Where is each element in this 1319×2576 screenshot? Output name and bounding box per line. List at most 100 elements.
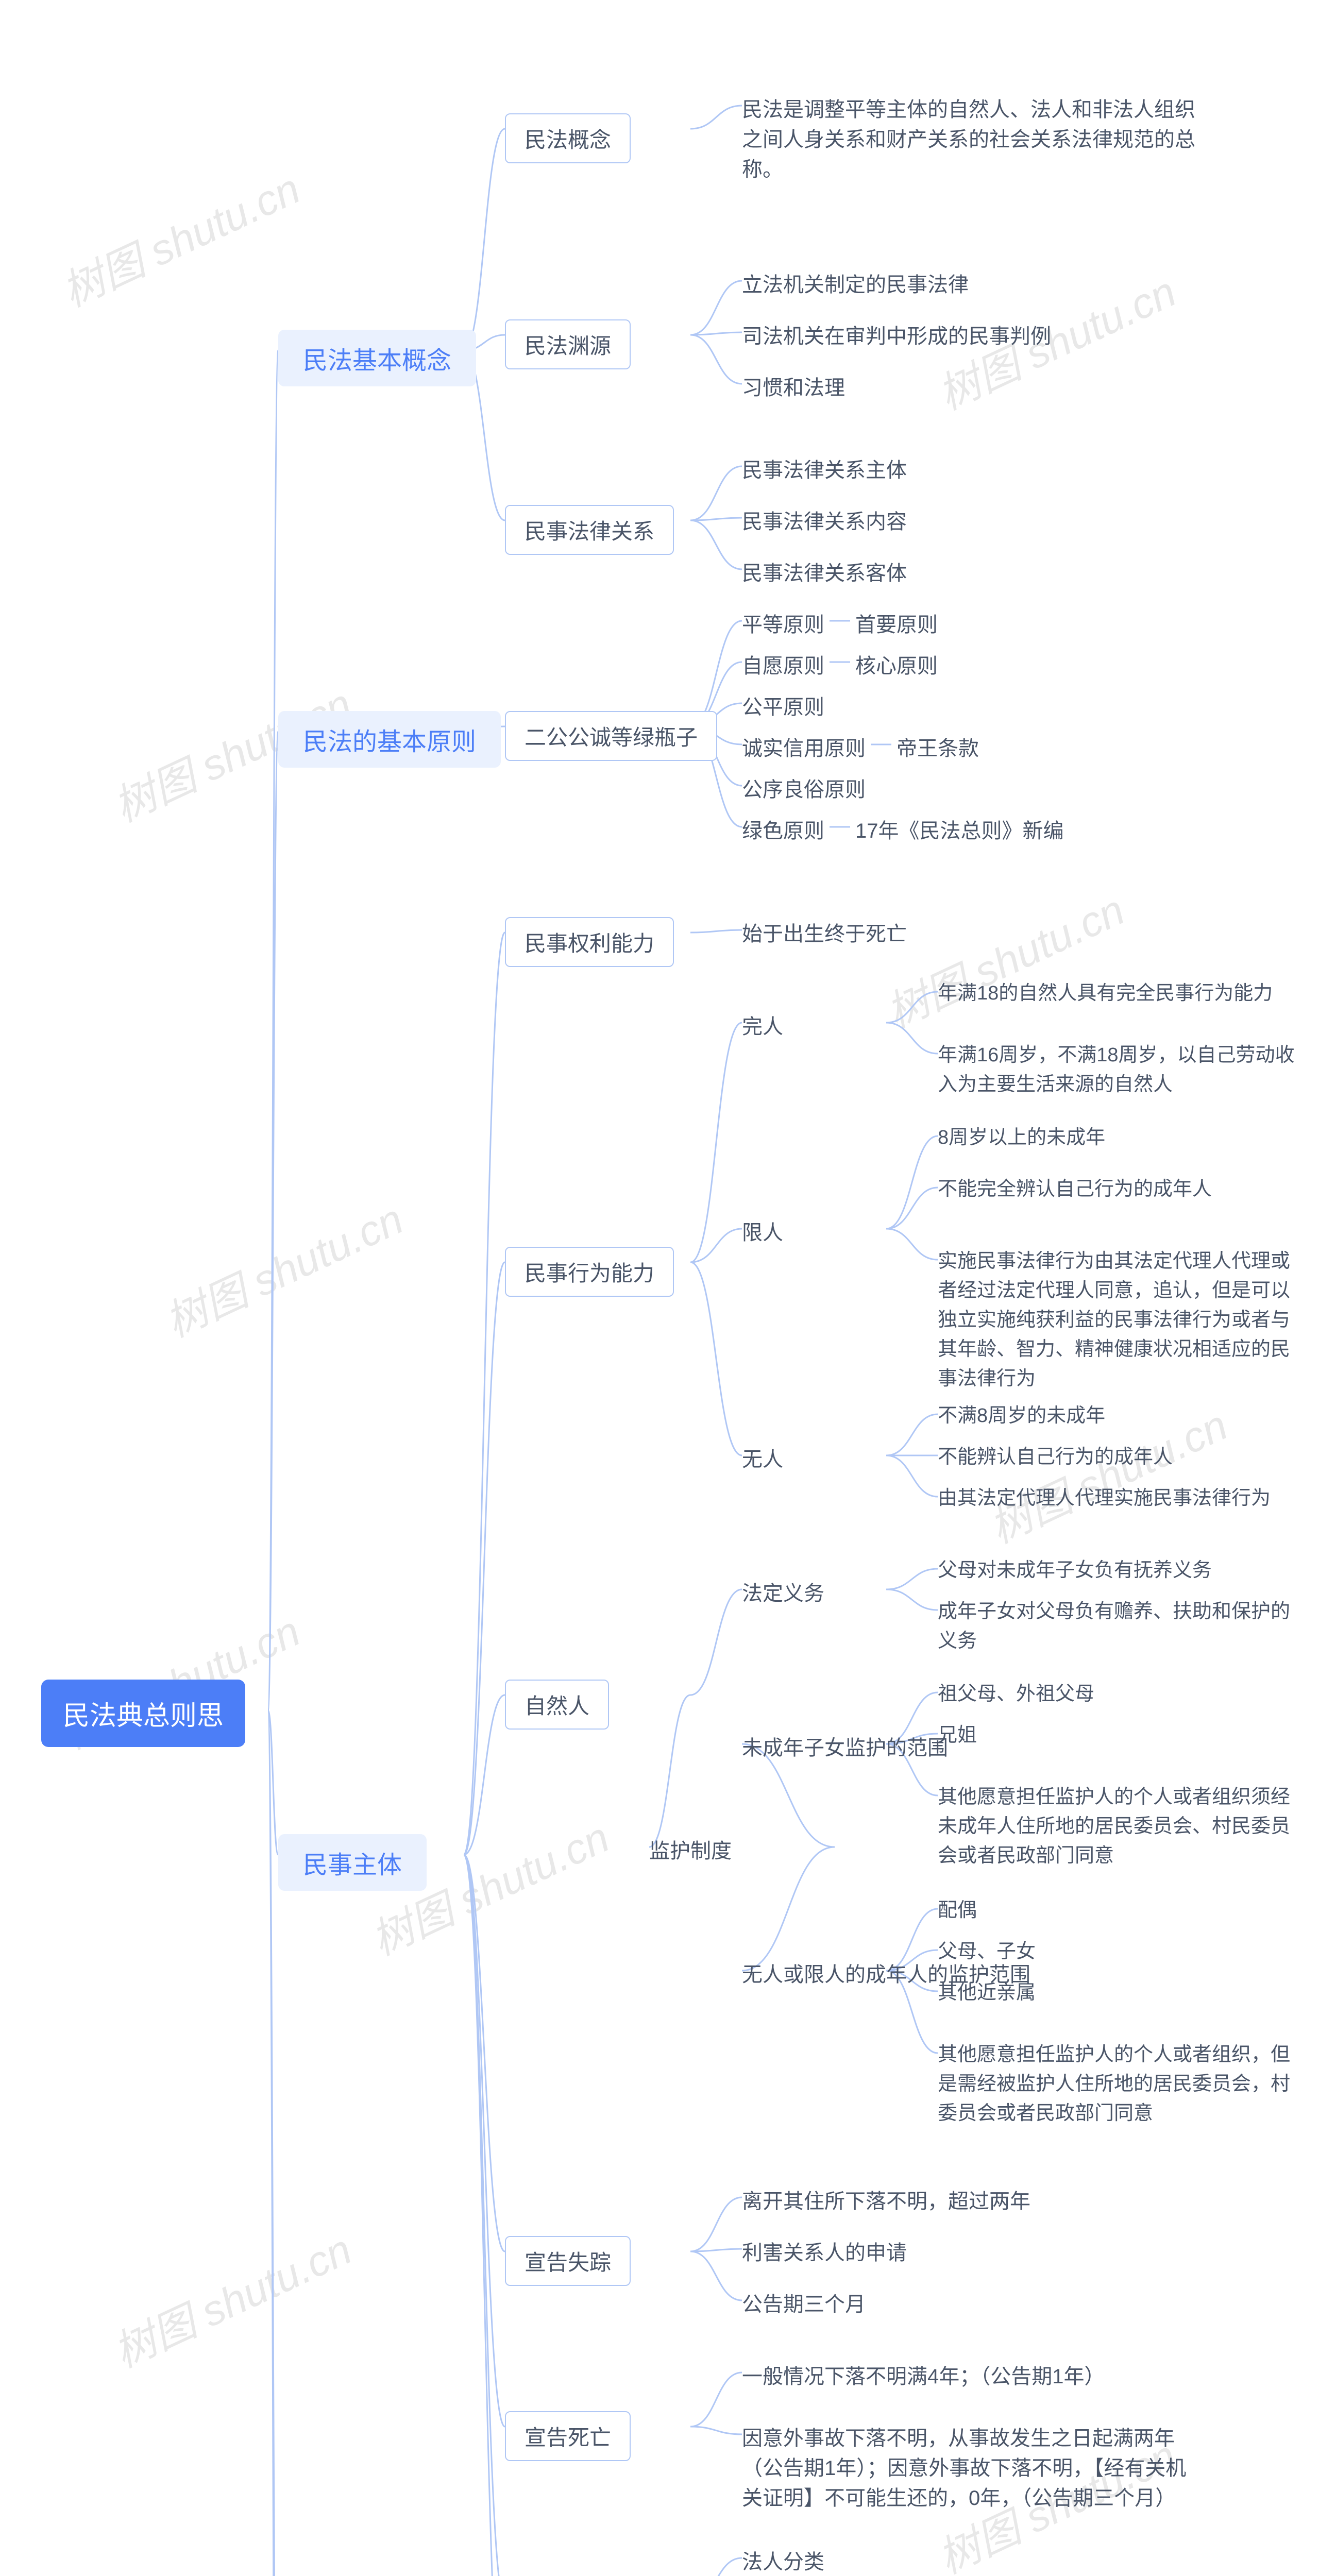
l4-node[interactable]: 由其法定代理人代理实施民事法律行为: [938, 1484, 1271, 1513]
l1-basic-concepts[interactable]: 民法基本概念: [278, 330, 476, 386]
l4-node[interactable]: 成年子女对父母负有赡养、扶助和保护的义务: [938, 1597, 1298, 1656]
l2-sources[interactable]: 民法渊源: [505, 319, 631, 369]
l4-node[interactable]: 年满16周岁，不满18周岁，以自己劳动收入为主要生活来源的自然人: [938, 1041, 1298, 1099]
l4-label: 祖父母、外祖父母: [938, 1680, 1094, 1709]
l3-node[interactable]: 诚实信用原则 帝王条款: [742, 732, 979, 761]
l3-node[interactable]: 公序良俗原则: [742, 773, 866, 803]
l3-label: 平等原则: [742, 608, 824, 638]
l3-node[interactable]: 公告期三个月: [742, 2287, 866, 2317]
l4-label: 年满18的自然人具有完全民事行为能力: [938, 979, 1273, 1008]
l3-label: 无人: [742, 1443, 783, 1472]
l2-label: 宣告失踪: [505, 2236, 631, 2286]
l4-label: 父母对未成年子女负有抚养义务: [938, 1556, 1212, 1585]
l3-label: 公序良俗原则: [742, 773, 866, 803]
l4-node[interactable]: 不能辨认自己行为的成年人: [938, 1443, 1173, 1472]
l4-label: 不能辨认自己行为的成年人: [938, 1443, 1173, 1472]
l1-label: 民法基本概念: [278, 330, 476, 386]
l3-label: 自愿原则: [742, 649, 824, 679]
l2-label: 自然人: [505, 1680, 609, 1730]
l2-civil-relation[interactable]: 民事法律关系: [505, 505, 674, 555]
l3-node[interactable]: 利害关系人的申请: [742, 2236, 907, 2266]
l4-label: 成年子女对父母负有赡养、扶助和保护的义务: [938, 1597, 1298, 1656]
l2-def-civil-law[interactable]: 民法概念: [505, 113, 631, 163]
l2-declare-missing[interactable]: 宣告失踪: [505, 2236, 631, 2286]
l2-label: 二公公诚等绿瓶子: [505, 711, 717, 761]
l3-node[interactable]: 一般情况下落不明满4年；（公告期1年）: [742, 2360, 1105, 2389]
l3-label: 民事法律关系客体: [742, 556, 907, 586]
l3-label: 一般情况下落不明满4年；（公告期1年）: [742, 2360, 1105, 2389]
l3-label: 民事法律关系主体: [742, 453, 907, 483]
l3-node[interactable]: 始于出生终于死亡: [742, 917, 907, 947]
l3-label: 司法机关在审判中形成的民事判例: [742, 319, 1051, 349]
l3-node[interactable]: 法人分类: [742, 2545, 824, 2575]
l1-basic-principles[interactable]: 民法的基本原则: [278, 711, 501, 768]
l3-label: 公平原则: [742, 690, 824, 720]
l3-node[interactable]: 法定义务: [742, 1577, 824, 1606]
l4-node[interactable]: 实施民事法律行为由其法定代理人代理或者经过法定代理人同意，追认，但是可以独立实施…: [938, 1247, 1298, 1394]
l4-node[interactable]: 年满18的自然人具有完全民事行为能力: [938, 979, 1273, 1008]
l4-label: 实施民事法律行为由其法定代理人代理或者经过法定代理人同意，追认，但是可以独立实施…: [938, 1247, 1298, 1394]
l3-label: 习惯和法理: [742, 371, 845, 401]
l3-label: 离开其住所下落不明，超过两年: [742, 2184, 1030, 2214]
l4-node[interactable]: 父母对未成年子女负有抚养义务: [938, 1556, 1212, 1585]
l3-node[interactable]: 民事法律关系客体: [742, 556, 907, 586]
l3-node[interactable]: 未成年子女监护的范围: [742, 1731, 948, 1761]
l3-label: 立法机关制定的民事法律: [742, 268, 969, 298]
l2-natural-person[interactable]: 自然人: [505, 1680, 609, 1730]
root-node[interactable]: 民法典总则思: [41, 1680, 245, 1747]
l3-node[interactable]: 公平原则: [742, 690, 824, 720]
watermark: 树图 shutu.cn: [154, 1185, 412, 1349]
l4-label: 由其法定代理人代理实施民事法律行为: [938, 1484, 1271, 1513]
l4-node[interactable]: 其他愿意担任监护人的个人或者组织，但是需经被监护人住所地的居民委员会，村委员会或…: [938, 2040, 1298, 2128]
l3-label: 诚实信用原则: [742, 732, 866, 761]
l4-node[interactable]: 兄姐: [938, 1721, 977, 1750]
l3-node[interactable]: 立法机关制定的民事法律: [742, 268, 969, 298]
l2-declare-death[interactable]: 宣告死亡: [505, 2411, 631, 2461]
l3-label: 始于出生终于死亡: [742, 917, 907, 947]
l4-label: 父母、子女: [938, 1937, 1036, 1967]
l2-rights-capacity[interactable]: 民事权利能力: [505, 917, 674, 967]
l3-node[interactable]: 民法是调整平等主体的自然人、法人和非法人组织之间人身关系和财产关系的社会关系法律…: [742, 93, 1206, 182]
l3-note: 17年《民法总则》新编: [855, 814, 1064, 844]
l3-node[interactable]: 监护制度: [649, 1834, 732, 1864]
l2-label: 民事法律关系: [505, 505, 674, 555]
l3-note: 帝王条款: [897, 732, 979, 761]
l3-label: 限人: [742, 1216, 783, 1246]
l4-label: 8周岁以上的未成年: [938, 1123, 1105, 1153]
l3-node[interactable]: 无人: [742, 1443, 783, 1472]
l2-two-public[interactable]: 二公公诚等绿瓶子: [505, 711, 717, 761]
watermark: 树图 shutu.cn: [50, 155, 309, 319]
l4-node[interactable]: 不能完全辨认自己行为的成年人: [938, 1175, 1212, 1204]
l4-node[interactable]: 父母、子女: [938, 1937, 1036, 1967]
l3-node[interactable]: 完人: [742, 1010, 783, 1040]
l2-label: 民事权利能力: [505, 917, 674, 967]
l3-node[interactable]: 平等原则首要原则: [742, 608, 938, 638]
l3-label: 完人: [742, 1010, 783, 1040]
l3-label: 利害关系人的申请: [742, 2236, 907, 2266]
l2-label: 宣告死亡: [505, 2411, 631, 2461]
l3-node[interactable]: 司法机关在审判中形成的民事判例: [742, 319, 1051, 349]
l4-label: 不满8周岁的未成年: [938, 1401, 1105, 1431]
l3-label: 未成年子女监护的范围: [742, 1731, 948, 1761]
l4-node[interactable]: 祖父母、外祖父母: [938, 1680, 1094, 1709]
l1-civil-subjects[interactable]: 民事主体: [278, 1834, 427, 1891]
l3-node[interactable]: 自愿原则核心原则: [742, 649, 938, 679]
l2-conduct-capacity[interactable]: 民事行为能力: [505, 1247, 674, 1297]
l3-node[interactable]: 绿色原则 17年《民法总则》新编: [742, 814, 1064, 844]
l1-label: 民法的基本原则: [278, 711, 501, 768]
l3-node[interactable]: 因意外事故下落不明，从事故发生之日起满两年（公告期1年）；因意外事故下落不明，【…: [742, 2421, 1206, 2511]
l4-node[interactable]: 其他愿意担任监护人的个人或者组织须经未成年人住所地的居民委员会、村民委员会或者民…: [938, 1783, 1298, 1871]
l3-node[interactable]: 民事法律关系主体: [742, 453, 907, 483]
l3-node[interactable]: 民事法律关系内容: [742, 505, 907, 535]
l4-node[interactable]: 配偶: [938, 1896, 977, 1925]
l4-node[interactable]: 8周岁以上的未成年: [938, 1123, 1105, 1153]
l3-node[interactable]: 离开其住所下落不明，超过两年: [742, 2184, 1030, 2214]
l3-label: 绿色原则: [742, 814, 824, 844]
l4-node[interactable]: 其他近亲属: [938, 1978, 1036, 2008]
l3-node[interactable]: 限人: [742, 1216, 783, 1246]
l4-node[interactable]: 不满8周岁的未成年: [938, 1401, 1105, 1431]
l3-label: 监护制度: [649, 1834, 732, 1864]
l3-node[interactable]: 习惯和法理: [742, 371, 845, 401]
l3-label: 法人分类: [742, 2545, 824, 2575]
watermark: 树图 shutu.cn: [102, 2216, 360, 2380]
